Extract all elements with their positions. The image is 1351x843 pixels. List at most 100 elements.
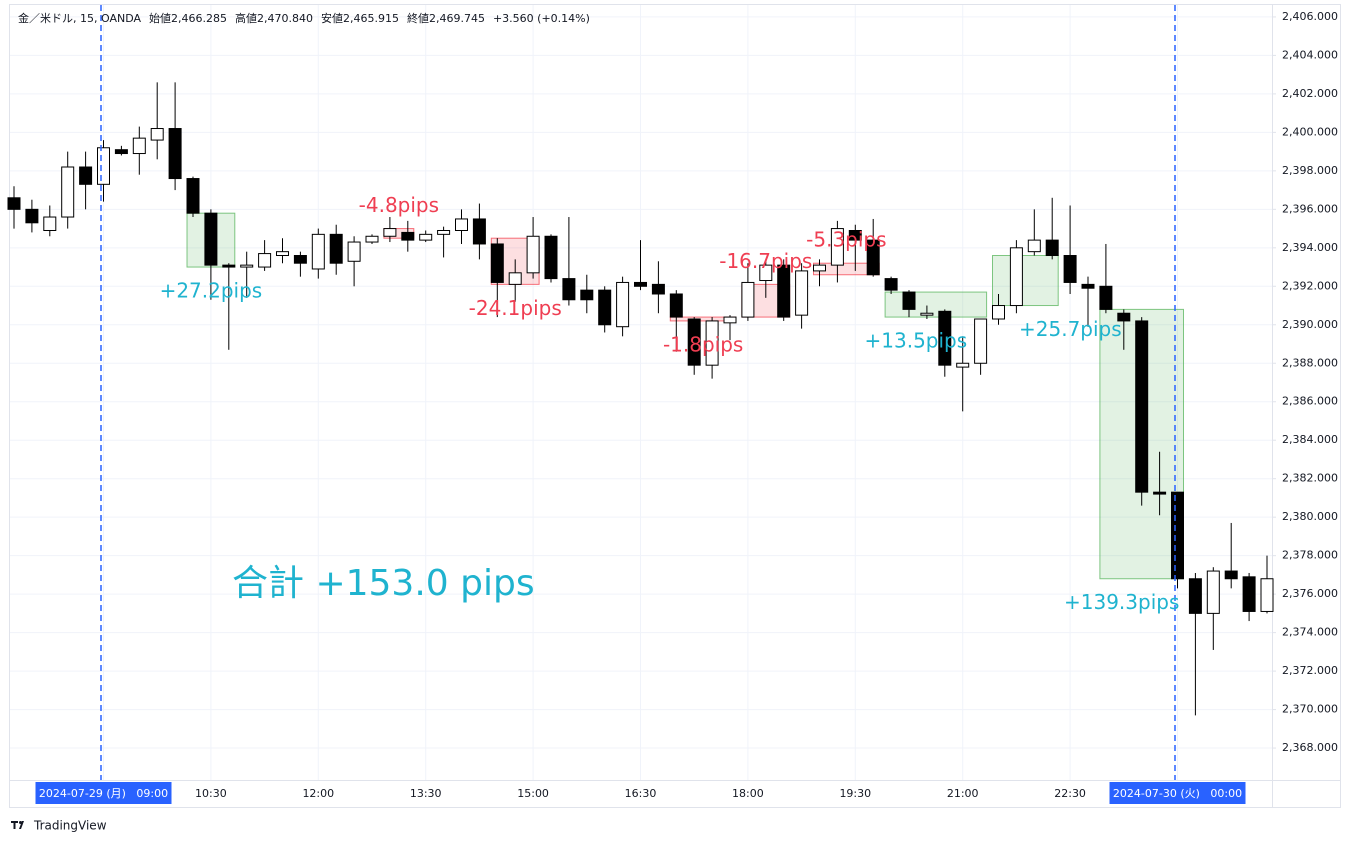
candle-body: [293, 255, 307, 264]
candle-body: [526, 235, 540, 274]
candle-body: [1027, 239, 1041, 253]
candle-body: [365, 235, 379, 243]
y-tick-label: 2,378.000: [1282, 549, 1338, 562]
candle-body: [1045, 239, 1059, 257]
trade-label: -24.1pips: [469, 296, 562, 320]
candle-body: [401, 231, 415, 241]
candle-body: [168, 128, 182, 180]
trade-label: -1.8pips: [663, 332, 743, 356]
candle-body: [616, 281, 630, 328]
trade-box: [992, 255, 1059, 307]
legend-item: 金／米ドル, 15, OANDA: [18, 11, 141, 25]
candle-body: [938, 310, 952, 366]
y-tick-label: 2,388.000: [1282, 356, 1338, 369]
candle-body: [419, 233, 433, 241]
candle-body: [132, 137, 146, 155]
candle-body: [437, 229, 451, 235]
y-tick-label: 2,404.000: [1282, 48, 1338, 61]
candle-body: [79, 166, 93, 185]
trade-label: +27.2pips: [160, 279, 263, 303]
candle-body: [1009, 247, 1023, 307]
candle-body: [1206, 570, 1220, 614]
candle-body: [258, 253, 272, 268]
candle-body: [866, 239, 880, 276]
x-tick-label: 2024-07-29 (月) 09:00: [39, 787, 168, 800]
trade-label: +13.5pips: [865, 329, 968, 353]
y-tick-label: 2,386.000: [1282, 395, 1338, 408]
candle-body: [347, 241, 361, 262]
y-tick-label: 2,396.000: [1282, 202, 1338, 215]
candle-body: [669, 293, 683, 318]
candle-body: [150, 128, 164, 141]
x-tick-label: 18:00: [732, 787, 764, 800]
trade-label: +139.3pips: [1064, 590, 1179, 614]
legend-item: 始値2,466.285: [149, 11, 227, 25]
candle-body: [562, 278, 576, 301]
x-tick-label: 2024-07-30 (火) 00:00: [1113, 787, 1242, 800]
y-tick-label: 2,372.000: [1282, 664, 1338, 677]
x-tick-label: 10:30: [195, 787, 227, 800]
y-tick-label: 2,382.000: [1282, 472, 1338, 485]
candle-body: [311, 233, 325, 270]
trade-box: [884, 291, 988, 318]
candle-body: [1188, 578, 1202, 614]
candle-body: [759, 264, 773, 282]
candle-body: [508, 272, 522, 285]
grid: [10, 5, 1276, 780]
candle-body: [222, 264, 236, 268]
candle-body: [97, 147, 110, 185]
candle-body: [884, 278, 898, 291]
y-tick-label: 2,402.000: [1282, 87, 1338, 100]
candle-body: [651, 283, 665, 295]
x-tick-label: 22:30: [1054, 787, 1086, 800]
trade-label: -5.3pips: [806, 228, 886, 252]
candle-body: [472, 218, 486, 245]
x-tick-label: 21:00: [947, 787, 979, 800]
y-tick-label: 2,376.000: [1282, 587, 1338, 600]
x-label-highlight: [1109, 782, 1246, 804]
y-tick-label: 2,392.000: [1282, 279, 1338, 292]
candle-body: [43, 216, 57, 231]
candle-body: [687, 318, 701, 366]
candle-body: [1117, 312, 1131, 322]
x-tick-label: 12:00: [302, 787, 334, 800]
candle-body: [1242, 576, 1256, 612]
candle-body: [276, 251, 289, 257]
candle-body: [974, 318, 988, 364]
y-tick-label: 2,380.000: [1282, 510, 1338, 523]
candle-body: [920, 312, 934, 316]
candle-body: [830, 228, 844, 266]
x-tick-label: 13:30: [410, 787, 442, 800]
candle-body: [204, 212, 218, 266]
legend-item: 高値2,470.840: [235, 11, 313, 25]
candle-body: [1260, 578, 1274, 612]
candle-body: [580, 289, 594, 301]
candle-body: [848, 229, 862, 241]
candle-body: [1153, 491, 1167, 495]
y-tick-label: 2,374.000: [1282, 626, 1338, 639]
candle-body: [1171, 491, 1184, 580]
y-tick-label: 2,368.000: [1282, 741, 1338, 754]
candle-body: [329, 233, 343, 264]
candle-body: [634, 281, 647, 287]
candle-body: [1099, 285, 1113, 310]
y-tick-label: 2,398.000: [1282, 164, 1338, 177]
candle-body: [455, 218, 468, 231]
candle-body: [7, 197, 21, 210]
candle-body: [598, 289, 612, 326]
trade-label: -16.7pips: [719, 249, 812, 273]
legend-item: 終値2,469.745: [407, 11, 485, 25]
candle-body: [1224, 570, 1238, 580]
brand-logo: [11, 821, 24, 829]
x-tick-label: 15:00: [517, 787, 549, 800]
candle-body: [741, 281, 755, 318]
brand: TradingView: [33, 819, 107, 833]
x-label-highlight: [35, 782, 172, 804]
candle-body: [902, 291, 916, 310]
candle-body: [992, 305, 1005, 320]
y-tick-label: 2,394.000: [1282, 241, 1338, 254]
legend-item: +3.560 (+0.14%): [493, 12, 590, 25]
candle-body: [240, 264, 254, 268]
y-tick-label: 2,390.000: [1282, 318, 1338, 331]
